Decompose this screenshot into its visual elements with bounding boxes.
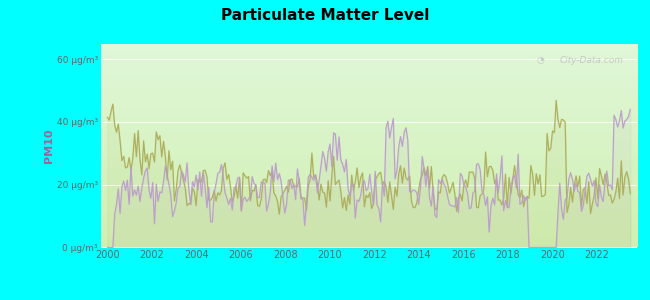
Text: ◔: ◔ (537, 56, 545, 65)
Y-axis label: PM10: PM10 (44, 128, 54, 163)
Text: Particulate Matter Level: Particulate Matter Level (221, 8, 429, 22)
Text: City-Data.com: City-Data.com (560, 56, 623, 65)
